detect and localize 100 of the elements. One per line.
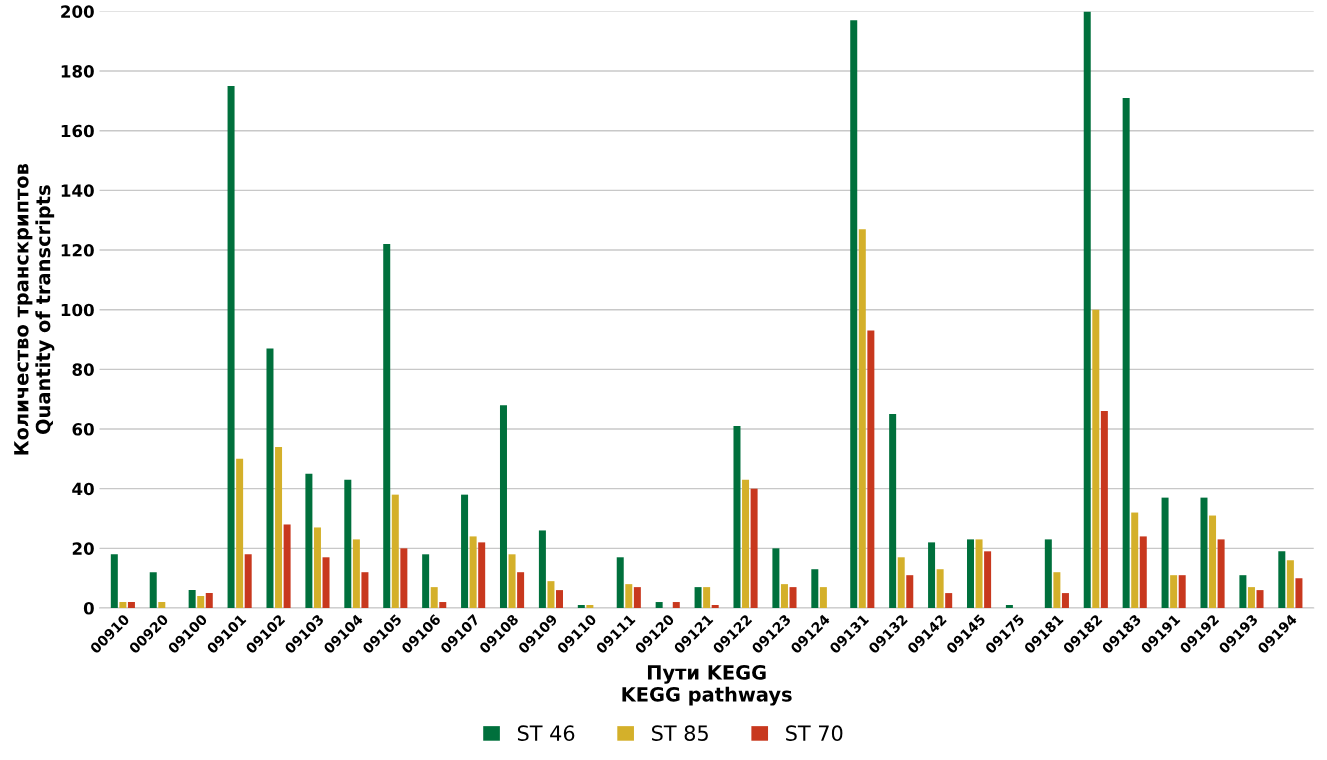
bar xyxy=(1161,497,1169,608)
bar xyxy=(538,530,546,608)
bar xyxy=(1278,551,1286,608)
bar xyxy=(616,557,624,608)
bar xyxy=(1131,512,1139,608)
bar xyxy=(469,536,477,608)
bar xyxy=(149,572,157,608)
bar xyxy=(283,524,291,608)
bar xyxy=(694,587,702,608)
bar xyxy=(711,605,719,608)
bar xyxy=(352,539,360,608)
bar xyxy=(1217,539,1225,608)
bar xyxy=(858,229,866,608)
y-tick-label: 40 xyxy=(72,482,94,496)
bar xyxy=(1247,587,1255,608)
bar xyxy=(305,473,313,608)
bar xyxy=(672,602,680,608)
bar xyxy=(275,446,283,608)
y-tick-label: 0 xyxy=(83,601,94,615)
bar xyxy=(478,542,486,608)
bar xyxy=(517,572,525,608)
bar xyxy=(1061,593,1069,608)
bar xyxy=(577,605,585,608)
legend-label: ST 70 xyxy=(786,725,843,742)
bar xyxy=(772,548,780,608)
y-tick-label: 180 xyxy=(61,65,94,78)
legend-label: ST 46 xyxy=(517,725,575,742)
bar xyxy=(110,554,118,608)
bar xyxy=(383,244,391,608)
bar xyxy=(936,569,944,608)
bar xyxy=(633,587,641,608)
bar xyxy=(1295,578,1303,608)
y-tick-label: 100 xyxy=(61,303,94,317)
bar xyxy=(205,593,213,608)
bar xyxy=(1005,605,1013,608)
bar xyxy=(1200,497,1208,608)
bar xyxy=(703,587,711,608)
bar xyxy=(188,590,196,608)
bar xyxy=(127,602,135,608)
bar xyxy=(655,602,663,608)
bar xyxy=(733,426,741,608)
bar xyxy=(461,494,469,608)
y-tick-label: 160 xyxy=(61,124,94,138)
bar xyxy=(244,554,252,608)
bar xyxy=(508,554,516,608)
bar xyxy=(811,569,819,608)
bar xyxy=(1256,590,1264,608)
bar xyxy=(586,605,594,608)
y-tick-label: 120 xyxy=(61,244,94,257)
y-tick-label: 80 xyxy=(72,363,94,376)
bar xyxy=(119,602,127,608)
bar xyxy=(547,581,555,608)
bar xyxy=(819,587,827,608)
bar xyxy=(984,551,992,608)
bar xyxy=(867,330,875,608)
bar xyxy=(742,479,750,608)
bar xyxy=(236,458,244,608)
bar xyxy=(750,488,758,608)
bar xyxy=(789,587,797,608)
bar xyxy=(1044,539,1052,608)
bar xyxy=(1170,575,1178,608)
bar xyxy=(1083,11,1091,608)
bar xyxy=(780,584,788,608)
bar xyxy=(439,602,447,608)
bar xyxy=(391,494,399,608)
bar xyxy=(322,557,330,608)
bar xyxy=(422,554,430,608)
bar xyxy=(897,557,905,608)
y-tick-label: 200 xyxy=(61,5,94,18)
bar xyxy=(850,20,858,608)
bar xyxy=(1092,309,1100,608)
bar xyxy=(1239,575,1247,608)
x-axis-title: Пути KEGG KEGG pathways xyxy=(622,665,792,706)
bar xyxy=(361,572,369,608)
bar xyxy=(1178,575,1186,608)
bar xyxy=(1100,411,1108,608)
y-tick-label: 60 xyxy=(72,422,94,436)
y-tick-label: 140 xyxy=(61,184,94,197)
bar xyxy=(313,527,321,608)
bar xyxy=(1139,536,1147,608)
bar xyxy=(1209,515,1217,608)
bar xyxy=(966,539,974,608)
bar xyxy=(1122,97,1130,608)
bar xyxy=(197,596,205,608)
bar xyxy=(928,542,936,608)
y-tick-label: 20 xyxy=(72,542,94,555)
bar xyxy=(430,587,438,608)
bar xyxy=(266,348,274,608)
bar xyxy=(400,548,408,608)
y-axis-title: Количество транскриптов Quantity of transcripts xyxy=(14,163,55,455)
bar xyxy=(975,539,983,608)
bar xyxy=(1053,572,1061,608)
bar xyxy=(625,584,633,608)
bar xyxy=(556,590,564,608)
bar xyxy=(158,602,166,608)
legend-label: ST 85 xyxy=(652,725,708,742)
bar xyxy=(227,85,235,608)
bar xyxy=(945,593,953,608)
bar xyxy=(1286,560,1294,608)
bar xyxy=(889,414,897,608)
